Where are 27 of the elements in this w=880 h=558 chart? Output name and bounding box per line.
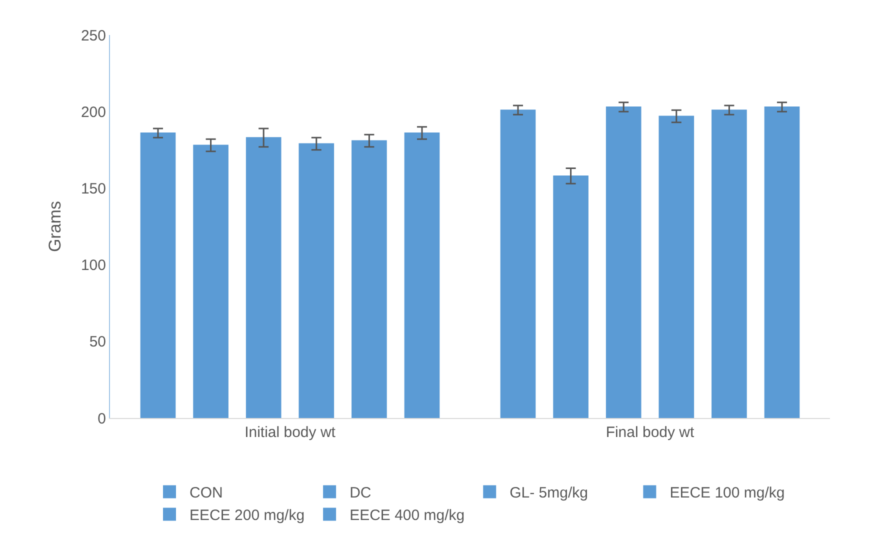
legend-label: GL- 5mg/kg [510,484,588,502]
bar [298,143,334,418]
x-tick-label: Initial body wt [244,424,336,441]
bar [352,140,387,418]
y-tick-label: 200 [80,104,106,121]
legend-label: EECE 400 mg/kg [350,507,465,524]
bar [553,175,588,418]
bar [246,137,282,418]
bar [404,132,440,418]
bar [606,106,642,418]
bar [140,132,176,418]
y-tick-label: 100 [80,257,106,274]
legend-label: EECE 100 mg/kg [670,484,785,502]
bar [712,110,747,418]
bar [500,110,536,418]
y-tick-label: 50 [89,334,106,351]
y-tick-label: 0 [98,410,106,428]
y-tick-label: 150 [80,180,106,198]
legend-label: CON [190,484,223,502]
bar [193,144,228,418]
bar [658,116,694,418]
legend-label: EECE 200 mg/kg [190,507,305,524]
y-axis-title: Grams [46,201,65,252]
y-tick-label: 250 [80,27,106,44]
bar [764,106,800,418]
x-tick-label: Final body wt [606,424,696,441]
legend-label: DC [350,484,372,502]
